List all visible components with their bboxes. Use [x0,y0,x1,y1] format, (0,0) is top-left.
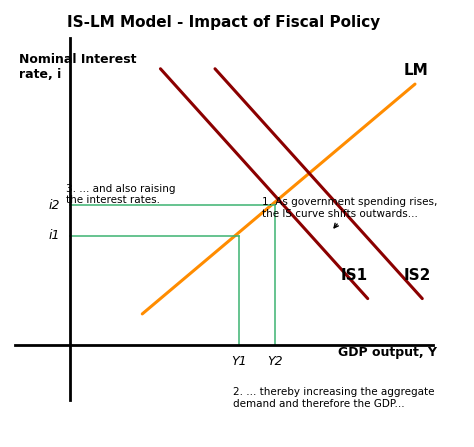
Text: Y2: Y2 [267,355,283,368]
Text: i1: i1 [49,229,61,242]
Text: IS1: IS1 [340,268,367,283]
Text: Nominal Interest
rate, i: Nominal Interest rate, i [18,54,136,81]
Text: 1. As government spending rises,
the IS curve shifts outwards...: 1. As government spending rises, the IS … [262,198,438,228]
Title: IS-LM Model - Impact of Fiscal Policy: IS-LM Model - Impact of Fiscal Policy [67,15,381,30]
Text: GDP output, Y: GDP output, Y [338,346,437,359]
Text: IS2: IS2 [404,268,431,283]
Text: 3. ... and also raising
the interest rates.: 3. ... and also raising the interest rat… [66,184,175,205]
Text: i2: i2 [49,198,61,211]
Text: LM: LM [404,63,429,78]
Text: 2. ... thereby increasing the aggregate
demand and therefore the GDP...: 2. ... thereby increasing the aggregate … [233,388,435,409]
Text: Y1: Y1 [231,355,246,368]
